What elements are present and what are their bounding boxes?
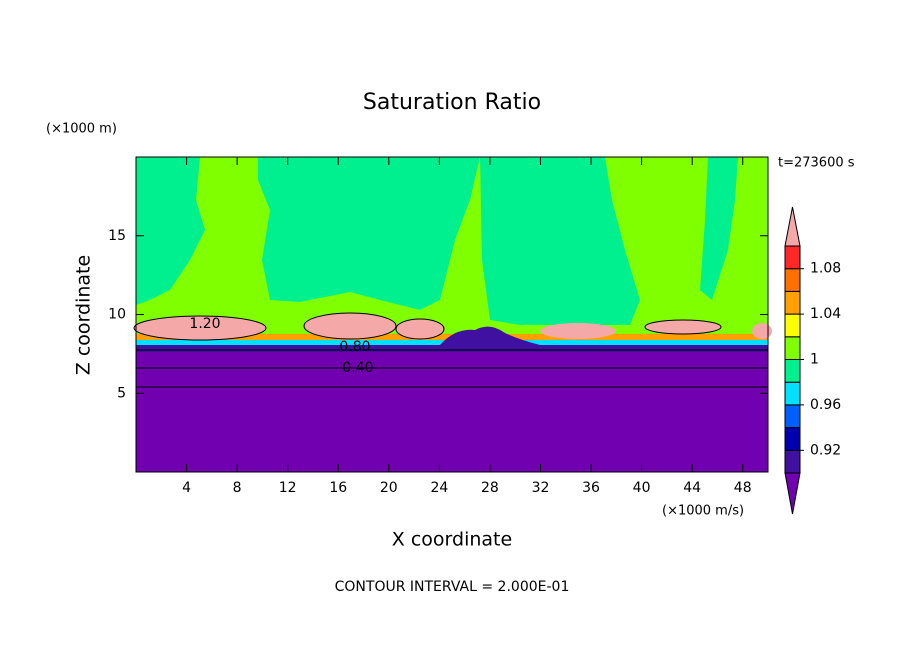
field-region <box>752 323 772 339</box>
field-region <box>136 352 768 472</box>
colorbar-extend <box>784 206 801 247</box>
contour-label: 0.80 <box>339 339 370 355</box>
contour-label: 0.40 <box>342 360 373 376</box>
y-label: Z coordinate <box>73 255 95 375</box>
x-tick-label: 36 <box>582 480 600 496</box>
footer: CONTOUR INTERVAL = 2.000E-01 <box>335 579 570 595</box>
colorbar-box <box>784 245 801 270</box>
time-label: t=273600 s <box>778 156 855 171</box>
x-tick-label: 24 <box>430 480 448 496</box>
colorbar-extend <box>784 472 801 515</box>
field-region <box>133 315 267 341</box>
colorbar-box <box>784 449 801 474</box>
x-tick-label: 8 <box>233 480 242 496</box>
x-label: X coordinate <box>392 529 512 551</box>
x-unit: (×1000 m/s) <box>662 504 744 519</box>
colorbar-tick-label: 0.96 <box>810 397 841 413</box>
field-region <box>136 157 205 305</box>
field-region <box>480 157 640 325</box>
field-region <box>258 157 480 310</box>
field-region <box>303 312 397 340</box>
field-region <box>395 318 445 340</box>
x-tick-label: 44 <box>683 480 701 496</box>
x-tick-label: 12 <box>279 480 297 496</box>
colorbar-box <box>784 268 801 292</box>
colorbar-tick-label: 1.04 <box>810 306 841 322</box>
colorbar-box <box>784 290 801 315</box>
colorbar-tick-label: 1.08 <box>810 261 841 277</box>
x-tick-label: 32 <box>532 480 550 496</box>
x-tick-label: 48 <box>734 480 752 496</box>
contour-label: 1.20 <box>189 316 220 332</box>
colorbar-tick-label: 1 <box>810 352 819 368</box>
x-tick-label: 40 <box>633 480 651 496</box>
chart-title: Saturation Ratio <box>363 90 541 115</box>
x-tick-label: 4 <box>182 480 191 496</box>
y-tick-label: 10 <box>108 307 126 323</box>
colorbar-box <box>784 427 801 451</box>
colorbar-tick-label: 0.92 <box>810 442 841 458</box>
colorbar-box <box>784 336 801 360</box>
colorbar-box <box>784 359 801 383</box>
x-tick-label: 28 <box>481 480 499 496</box>
field-region <box>540 323 616 339</box>
colorbar-box <box>784 313 801 338</box>
x-tick-label: 16 <box>329 480 347 496</box>
colorbar-box <box>784 381 801 406</box>
y-unit: (×1000 m) <box>46 122 117 137</box>
contour-line <box>136 349 768 388</box>
field-region <box>700 157 738 300</box>
colorbar-box <box>784 404 801 429</box>
contour-field <box>133 157 772 472</box>
y-tick-label: 15 <box>108 228 126 244</box>
x-tick-label: 20 <box>380 480 398 496</box>
field-region <box>644 319 722 335</box>
y-tick-label: 5 <box>117 385 126 401</box>
